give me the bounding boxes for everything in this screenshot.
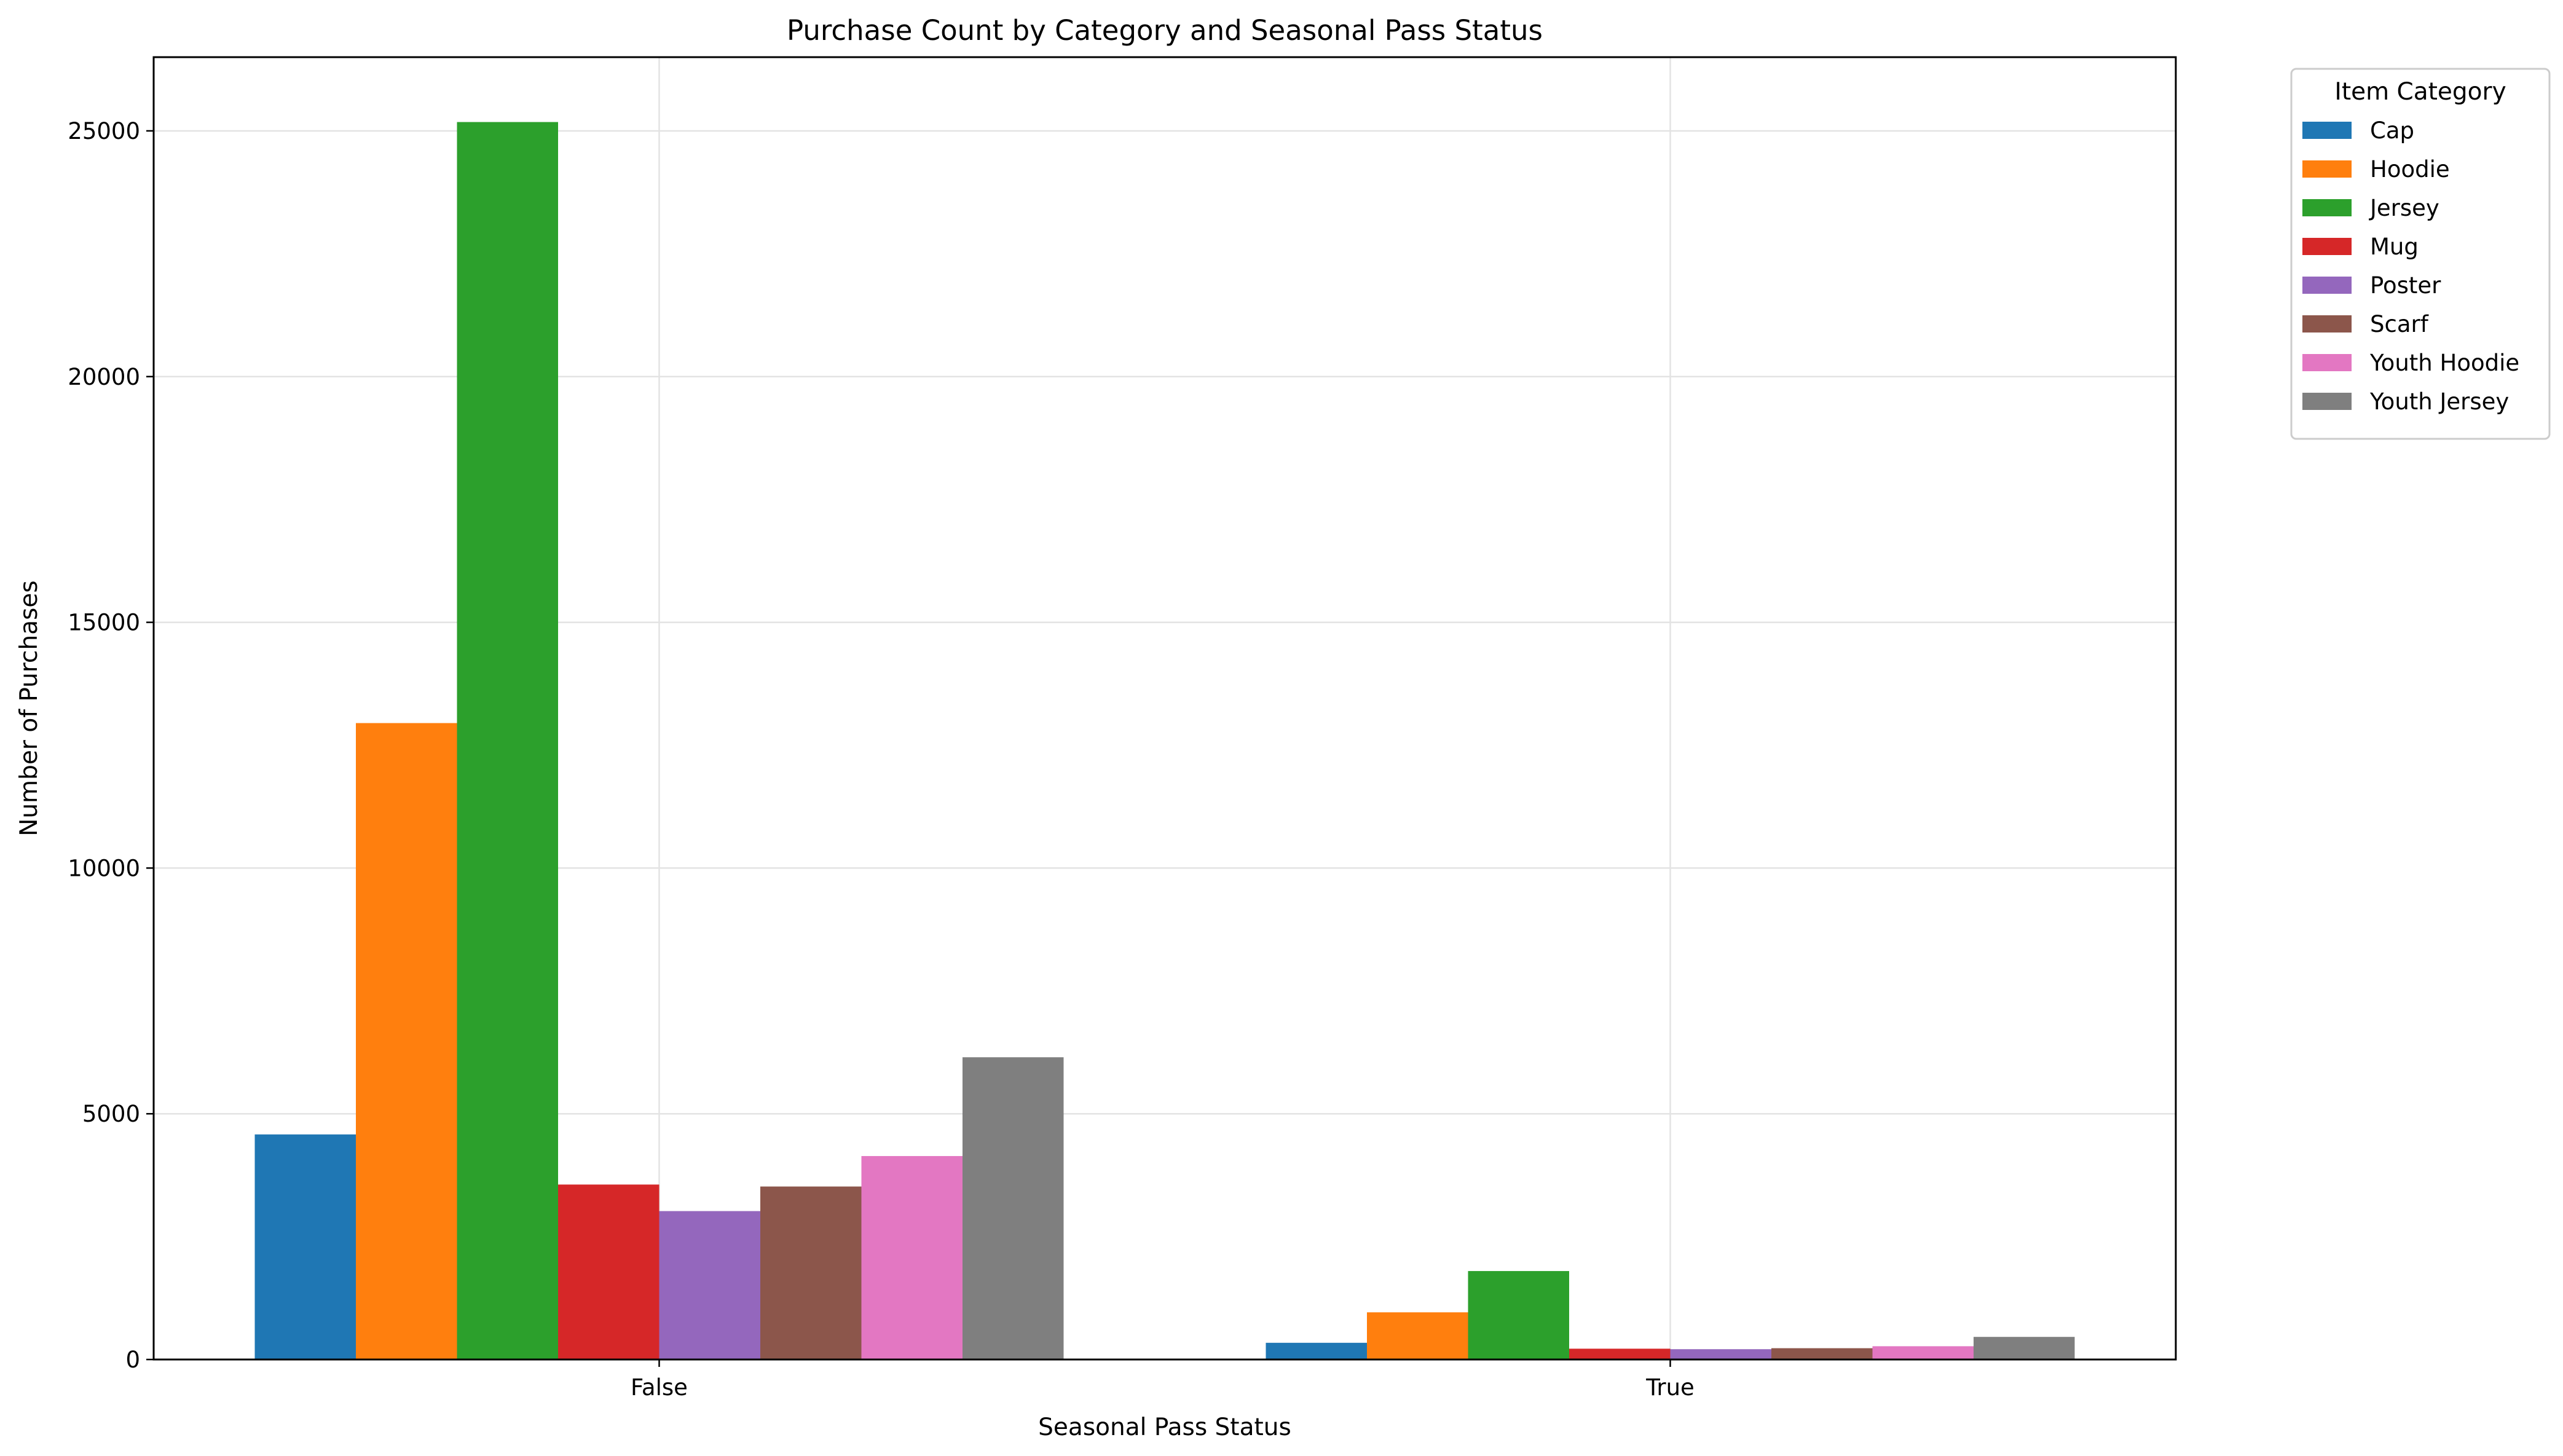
legend-box [2290, 68, 2551, 440]
legend-swatch [2302, 160, 2352, 178]
legend-label: Hoodie [2370, 156, 2450, 183]
legend-label: Scarf [2370, 311, 2429, 337]
legend-label: Poster [2370, 272, 2441, 299]
legend-title: Item Category [2334, 78, 2506, 106]
x-tick-label: True [1645, 1374, 1695, 1401]
bar [1670, 1349, 1771, 1360]
legend-swatch [2302, 315, 2352, 333]
bar [1974, 1337, 2075, 1360]
bar [1468, 1271, 1569, 1360]
bar [356, 723, 457, 1360]
bar [558, 1184, 659, 1360]
legend-swatch [2302, 122, 2352, 139]
legend-label: Jersey [2369, 195, 2439, 221]
bar [1872, 1346, 1974, 1360]
legend-items: Cap Hoodie Jersey Mug Poster Scarf Youth Hoodi… [2302, 117, 2519, 415]
legend-label: Youth Jersey [2369, 388, 2509, 415]
bars [254, 122, 2075, 1360]
bar [1771, 1348, 1873, 1360]
y-tick-label: 0 [125, 1347, 140, 1373]
legend-label: Mug [2370, 234, 2419, 260]
plot-frame [152, 56, 2177, 1361]
bar [659, 1211, 760, 1360]
bar [1266, 1342, 1367, 1360]
y-tick-label: 20000 [68, 364, 140, 390]
bar [254, 1134, 356, 1360]
y-tick-label: 10000 [68, 855, 140, 881]
legend-swatch [2302, 393, 2352, 410]
legend-label: Cap [2370, 117, 2414, 144]
x-axis-label: Seasonal Pass Status [1038, 1414, 1291, 1441]
bar [861, 1155, 963, 1360]
legend-swatch [2302, 199, 2352, 216]
bar [963, 1057, 1064, 1360]
bar [457, 122, 558, 1360]
legend-label: Youth Hoodie [2369, 350, 2519, 376]
x-axis: False True [631, 1360, 1695, 1401]
bar [1569, 1348, 1671, 1360]
y-tick-label: 15000 [68, 610, 140, 636]
legend-swatch [2302, 277, 2352, 294]
chart-title: Purchase Count by Category and Seasonal … [787, 14, 1543, 47]
bar [1367, 1312, 1468, 1360]
x-tick-label: False [631, 1374, 688, 1401]
legend: Item Category Cap Hoodie Jersey Mug Poster Sc… [2290, 68, 2551, 440]
y-tick-label: 25000 [68, 118, 140, 144]
y-axis-label: Number of Purchases [15, 580, 43, 836]
bar [760, 1186, 862, 1360]
legend-swatch [2302, 354, 2352, 371]
y-axis: 0 5000 10000 15000 20000 25000 [68, 118, 154, 1373]
legend-swatch [2302, 238, 2352, 255]
y-tick-label: 5000 [82, 1101, 140, 1127]
